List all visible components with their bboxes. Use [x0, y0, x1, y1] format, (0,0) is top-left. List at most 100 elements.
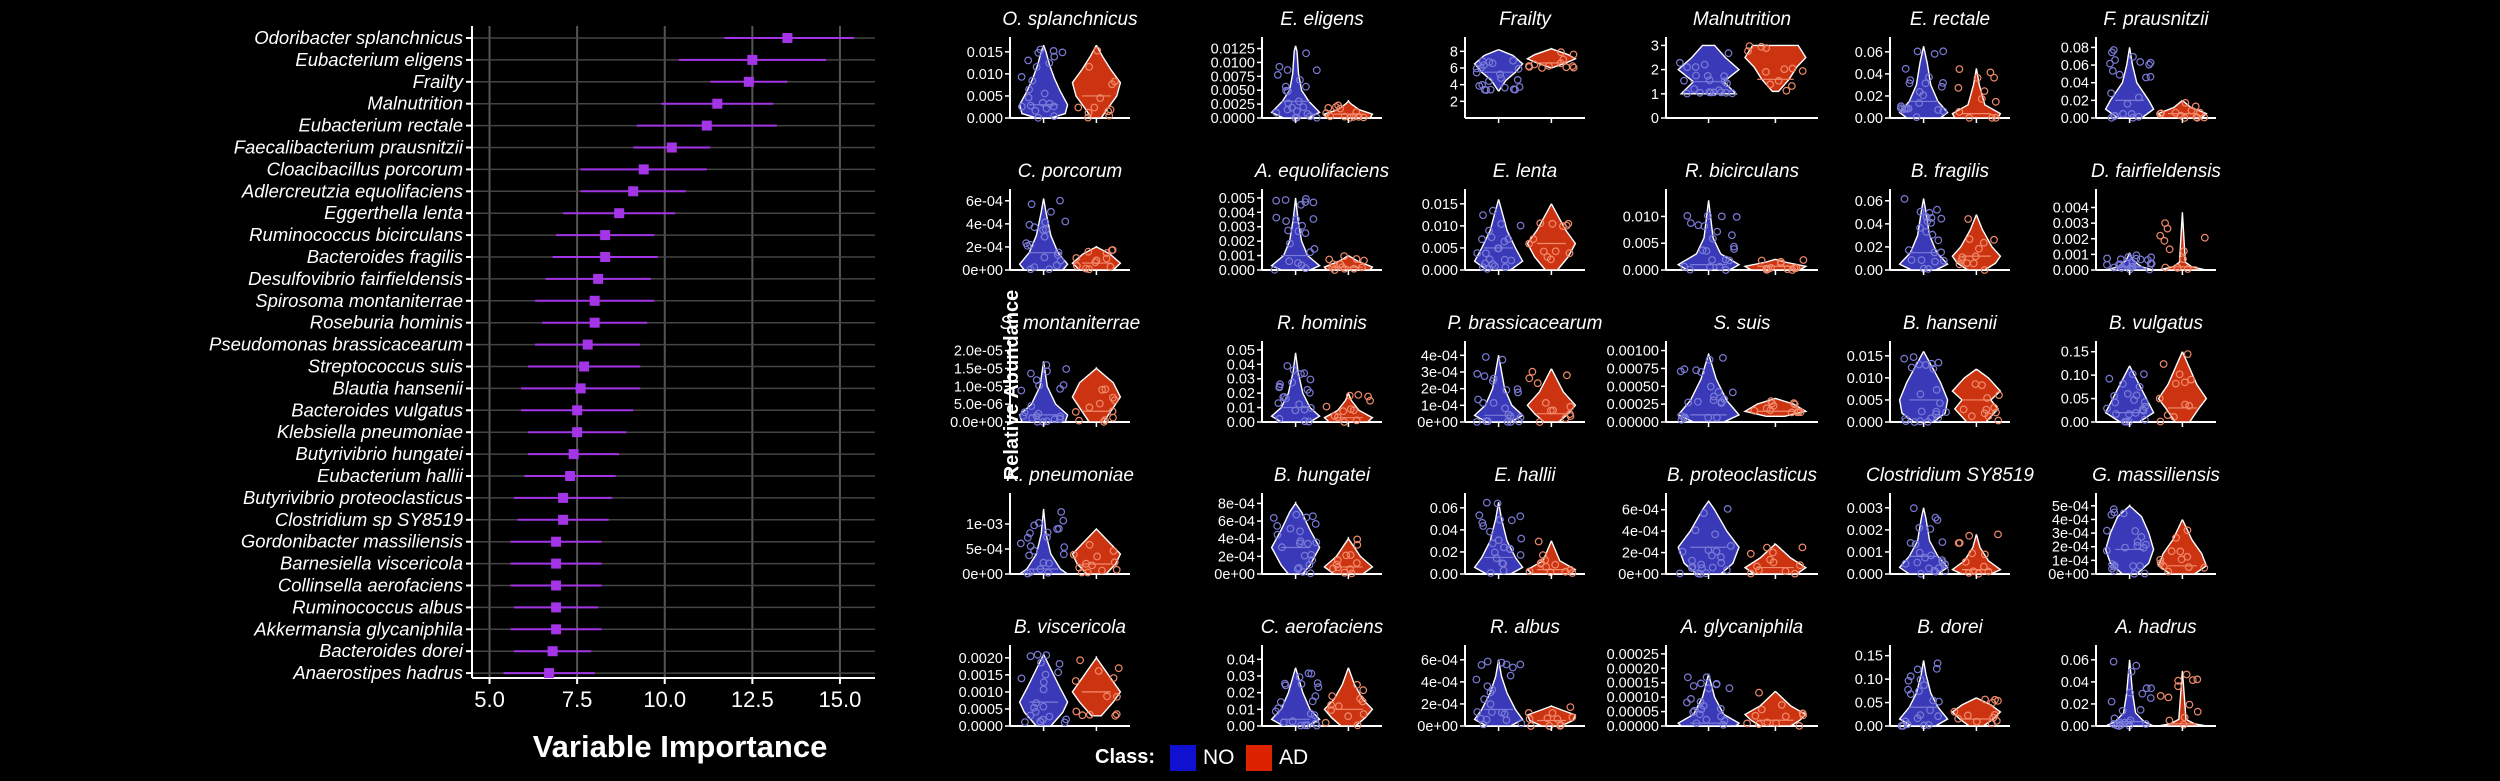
violin-point-no: [2102, 526, 2111, 535]
violin-y-tick-label: 4e-04: [1622, 524, 1659, 540]
violin-point-no: [1040, 253, 1049, 262]
violin-point-no: [1929, 696, 1938, 705]
violin-point-no: [1729, 242, 1738, 251]
violin-point-ad: [2164, 567, 2173, 576]
violin-point-no: [1275, 383, 1284, 392]
vi-point: [743, 76, 754, 87]
violin-point-no: [1282, 86, 1290, 95]
violin-point-no: [1306, 709, 1315, 718]
violin-y-tick-label: 0.005: [1422, 241, 1458, 257]
violin-point-no: [1708, 563, 1717, 572]
violin-point-no: [1042, 651, 1051, 659]
vi-feature-label: Desulfovibrio fairfieldensis: [248, 268, 463, 289]
violin-y-tick-label: 0.06: [2061, 58, 2089, 74]
violin-point-no: [2136, 255, 2145, 264]
violin-point-ad: [2180, 378, 2189, 387]
violin-y-tick-label: 0.02: [1855, 240, 1883, 256]
violin-point-no: [2134, 112, 2143, 121]
violin-point-ad: [1979, 238, 1988, 247]
violin-ad: [1743, 690, 1807, 727]
violin-point-no: [2128, 258, 2137, 267]
violin-point-ad: [1346, 113, 1354, 122]
violin-point-no: [1906, 672, 1915, 681]
violin-point-ad: [1085, 62, 1093, 71]
violin-y-tick-label: 6e-04: [1218, 514, 1255, 530]
violin-point-ad: [1762, 543, 1771, 552]
violin-ad: [2158, 670, 2207, 727]
violin-point-ad: [1548, 709, 1557, 717]
violin-point-no: [1031, 106, 1040, 115]
violin-y-tick-label: 0e+00: [1417, 415, 1458, 431]
vi-feature-label: Eubacterium eligens: [295, 49, 463, 70]
violin-point-ad: [1763, 718, 1772, 727]
violin-point-no: [1702, 715, 1711, 724]
violin-point-no: [1726, 542, 1735, 550]
vi-point: [589, 295, 600, 306]
violin-point-no: [1507, 516, 1516, 525]
violin-point-ad: [1783, 265, 1792, 274]
vi-point: [782, 33, 793, 43]
violin-point-no: [2110, 566, 2118, 575]
violin-y-tick-label: 6e-04: [1421, 653, 1458, 669]
vi-point: [547, 646, 558, 657]
violin-point-ad: [1543, 714, 1552, 723]
violin-point-no: [2102, 546, 2111, 555]
violin-y-tick-label: 0.04: [2061, 76, 2089, 92]
violin-point-no: [1730, 245, 1738, 253]
violin-y-tick-label: 0.00000: [1607, 719, 1659, 735]
violin-point-ad: [1110, 558, 1119, 567]
violin-ad: [1071, 44, 1122, 119]
violin-point-no: [1017, 386, 1026, 395]
violin-point-no: [1300, 405, 1309, 414]
violin-point-no: [1935, 399, 1944, 408]
violin-point-no: [1018, 102, 1026, 111]
violin-point-no: [1040, 232, 1049, 241]
violin-point-no: [1478, 518, 1487, 527]
violin-point-ad: [1536, 219, 1545, 228]
violin-point-ad: [1105, 111, 1114, 120]
violin-point-no: [1272, 108, 1281, 117]
violin-point-no: [2136, 58, 2145, 66]
violin-point-no: [1913, 47, 1922, 56]
violin-point-no: [1702, 673, 1711, 682]
violin-point-ad: [1103, 692, 1111, 701]
violin-point-ad: [1102, 249, 1111, 257]
violin-point-ad: [1349, 112, 1358, 121]
violin-point-no: [1937, 248, 1945, 257]
violin-point-no: [1901, 414, 1910, 423]
violin-point-ad: [1072, 262, 1081, 270]
violin-point-ad: [1526, 722, 1535, 730]
violin-point-no: [1301, 82, 1310, 91]
violin-point-ad: [2200, 233, 2209, 242]
violin-point-no: [1480, 372, 1489, 381]
violin-point-no: [2129, 52, 2137, 61]
violin-y-tick-label: 4e-04: [1218, 532, 1255, 548]
violin-y-tick-label: 0.001: [1219, 249, 1255, 265]
violin-no: [2104, 504, 2155, 575]
vi-point: [701, 120, 712, 131]
violin-point-no: [1716, 712, 1725, 721]
violin-point-no: [1041, 218, 1050, 227]
violin-y-tick-label: 0.15: [2061, 345, 2089, 361]
violin-point-ad: [1992, 408, 2000, 417]
violin-y-tick-label: 0.00015: [1607, 676, 1659, 692]
violin-point-no: [1053, 525, 1062, 533]
violin-point-ad: [1346, 565, 1355, 573]
violin-point-ad: [1331, 103, 1340, 111]
violin-point-ad: [1569, 50, 1578, 59]
violin-ad: [1951, 68, 2002, 119]
violin-point-no: [1904, 685, 1912, 694]
violin-point-no: [1937, 214, 1946, 223]
violin-point-ad: [2163, 411, 2172, 420]
violin-point-ad: [1084, 108, 1093, 117]
violin-point-no: [1926, 706, 1934, 715]
violin-point-ad: [1757, 256, 1766, 265]
violin-point-ad: [1096, 94, 1105, 102]
violin-point-no: [1696, 570, 1705, 578]
violin-point-no: [1933, 205, 1941, 214]
violin-point-no: [2123, 99, 2132, 108]
violin-point-no: [1916, 675, 1925, 684]
violin-point-ad: [1565, 249, 1574, 258]
vi-feature-label: Butyrivibrio hungatei: [295, 443, 464, 464]
violin-point-no: [2136, 562, 2144, 570]
